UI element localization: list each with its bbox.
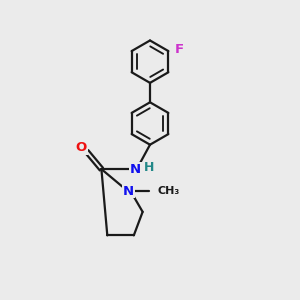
Text: O: O: [76, 141, 87, 154]
Text: F: F: [175, 44, 184, 56]
Text: H: H: [144, 161, 154, 175]
Text: CH₃: CH₃: [158, 186, 180, 196]
Text: N: N: [123, 185, 134, 198]
Text: N: N: [130, 163, 141, 176]
